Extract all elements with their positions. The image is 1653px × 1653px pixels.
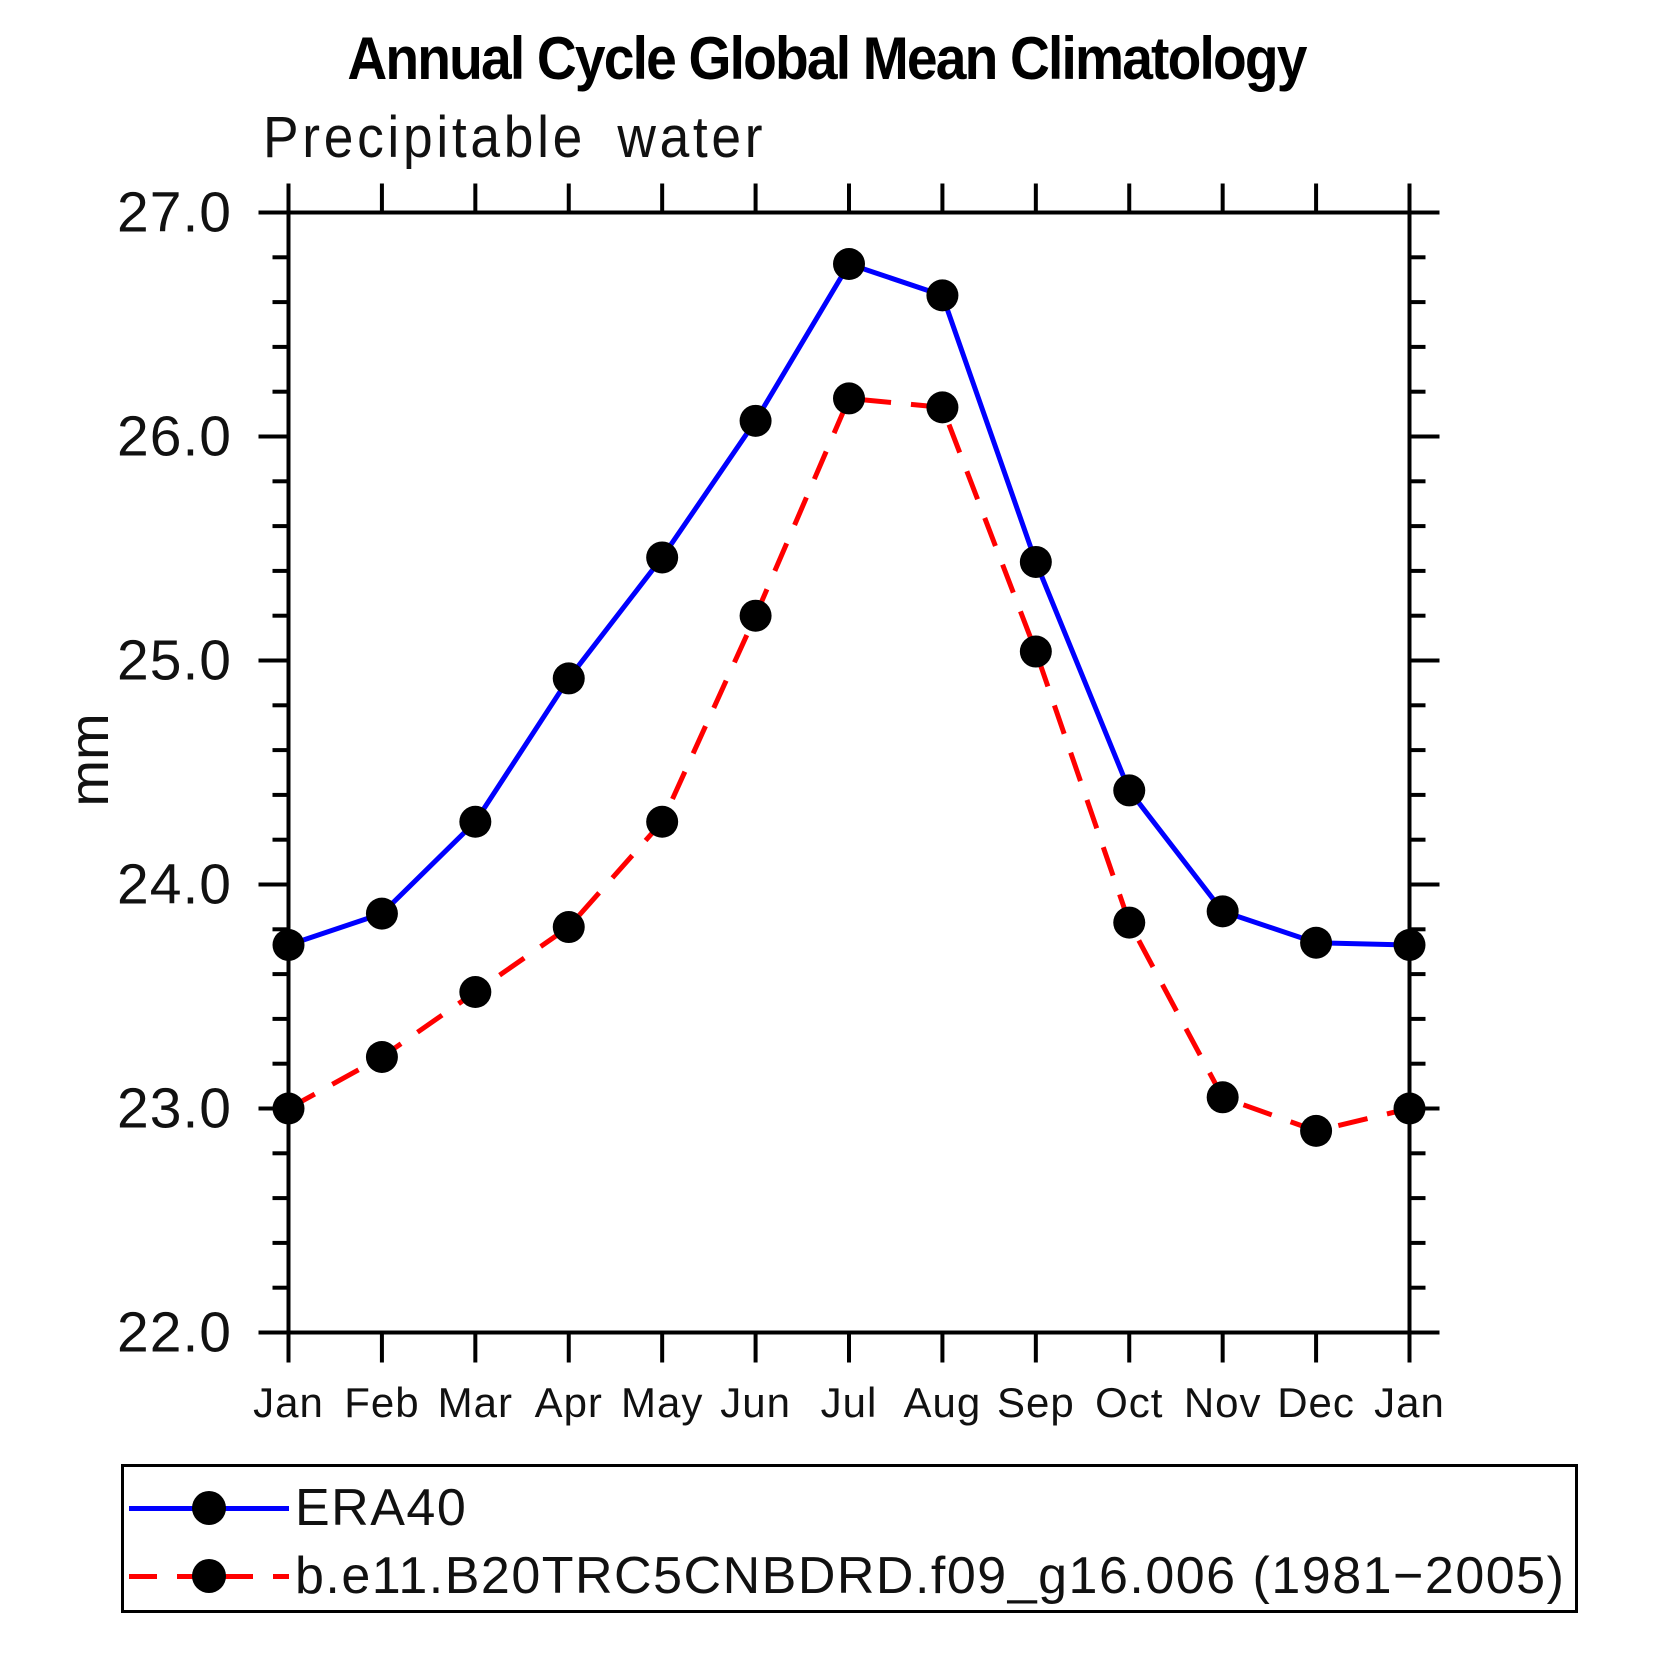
x-tick-label: Dec bbox=[1277, 1379, 1355, 1426]
y-tick-label: 23.0 bbox=[117, 1077, 232, 1141]
series-line-era40 bbox=[287, 261, 1410, 948]
circle-marker-icon bbox=[192, 1559, 226, 1593]
data-point-marker bbox=[646, 805, 679, 838]
x-tick-label: Jan bbox=[1374, 1379, 1445, 1426]
chart-title: Annual Cycle Global Mean Climatology bbox=[347, 25, 1307, 92]
legend-label-model: b.e11.B20TRC5CNBDRD.f09_g16.006 (1981−20… bbox=[295, 1547, 1566, 1605]
data-point-marker bbox=[365, 1040, 398, 1073]
x-tick-label: Sep bbox=[997, 1379, 1075, 1426]
data-point-marker bbox=[552, 662, 585, 695]
x-tick-label: May bbox=[621, 1379, 703, 1426]
data-point-marker bbox=[833, 382, 865, 415]
y-tick-label: 25.0 bbox=[117, 629, 232, 693]
legend: ERA40 b.e11.B20TRC5CNBDRD.f09_g16.006 (1… bbox=[121, 1464, 1578, 1613]
data-point-marker bbox=[1393, 928, 1426, 961]
data-point-marker bbox=[1019, 545, 1052, 578]
series-line-model bbox=[287, 395, 1411, 1134]
legend-sample-era40 bbox=[129, 1481, 289, 1535]
data-point-marker bbox=[1206, 1081, 1239, 1114]
legend-item-model: b.e11.B20TRC5CNBDRD.f09_g16.006 (1981−20… bbox=[129, 1547, 1566, 1605]
y-tick-label: 27.0 bbox=[117, 181, 232, 245]
chart-subtitle: Precipitable water bbox=[263, 105, 767, 170]
data-point-marker bbox=[833, 248, 865, 281]
data-point-marker bbox=[739, 599, 772, 632]
legend-item-era40: ERA40 bbox=[129, 1479, 468, 1537]
x-tick-label: Jan bbox=[253, 1379, 324, 1426]
data-point-marker bbox=[1300, 1114, 1333, 1147]
data-point-marker bbox=[739, 404, 772, 437]
x-tick-label: Feb bbox=[344, 1379, 419, 1426]
x-tick-label: Nov bbox=[1184, 1379, 1262, 1426]
circle-marker-icon bbox=[192, 1491, 226, 1525]
x-tick-label: Mar bbox=[438, 1379, 513, 1426]
data-point-marker bbox=[272, 1092, 305, 1125]
data-point-marker bbox=[459, 805, 492, 838]
x-tick-label: Jun bbox=[720, 1379, 791, 1426]
legend-sample-model bbox=[129, 1549, 289, 1603]
x-tick-label: Apr bbox=[535, 1379, 603, 1426]
plot-frame bbox=[286, 210, 1412, 1335]
legend-label-era40: ERA40 bbox=[295, 1479, 468, 1537]
y-tick-label: 22.0 bbox=[117, 1301, 232, 1365]
data-point-marker bbox=[1113, 774, 1146, 807]
data-point-marker bbox=[646, 541, 679, 574]
x-tick-label: Oct bbox=[1095, 1379, 1163, 1426]
data-point-marker bbox=[1019, 635, 1052, 668]
data-point-marker bbox=[1300, 926, 1333, 959]
data-point-marker bbox=[1206, 895, 1239, 928]
y-tick-label: 24.0 bbox=[117, 853, 232, 917]
data-point-marker bbox=[272, 928, 305, 961]
x-tick-label: Jul bbox=[821, 1379, 878, 1426]
x-tick-label: Aug bbox=[904, 1379, 982, 1426]
data-point-marker bbox=[552, 911, 585, 944]
y-tick-label: 26.0 bbox=[117, 405, 232, 469]
data-point-marker bbox=[459, 976, 492, 1009]
data-point-marker bbox=[926, 279, 959, 312]
data-point-marker bbox=[1393, 1092, 1426, 1125]
data-point-marker bbox=[365, 897, 398, 930]
data-point-marker bbox=[926, 391, 959, 424]
data-point-marker bbox=[1113, 906, 1146, 939]
